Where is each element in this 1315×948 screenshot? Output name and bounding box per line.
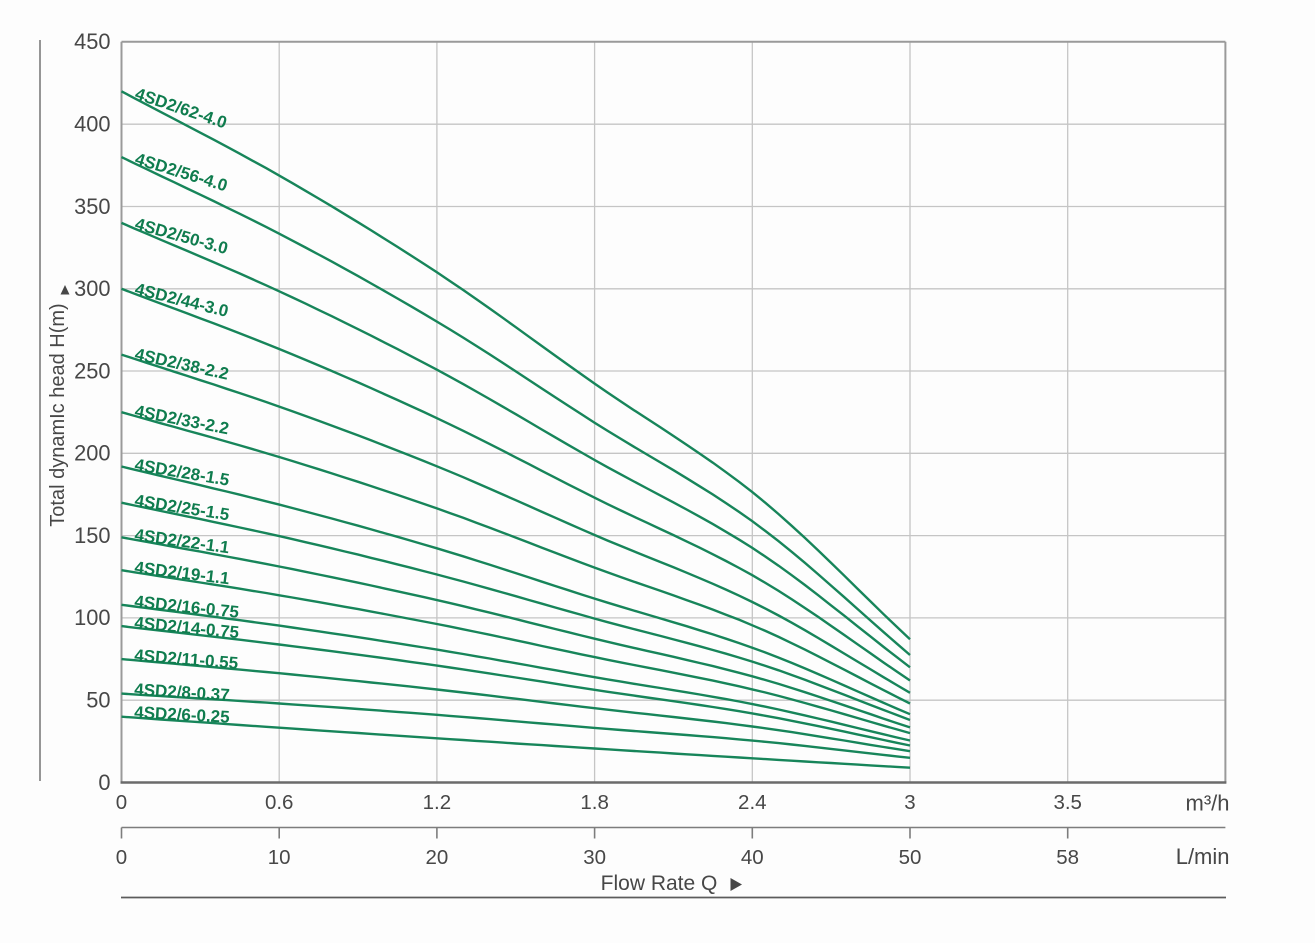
svg-text:150: 150 bbox=[74, 523, 110, 548]
svg-text:350: 350 bbox=[74, 194, 110, 219]
svg-text:58: 58 bbox=[1056, 846, 1079, 869]
svg-text:Flow Rate Q: Flow Rate Q bbox=[601, 872, 718, 895]
svg-text:400: 400 bbox=[74, 112, 110, 137]
svg-text:0.6: 0.6 bbox=[265, 791, 294, 814]
svg-text:2.4: 2.4 bbox=[738, 791, 767, 814]
svg-text:450: 450 bbox=[74, 29, 110, 54]
svg-text:100: 100 bbox=[74, 605, 110, 630]
svg-text:50: 50 bbox=[86, 688, 110, 713]
svg-text:L/min: L/min bbox=[1176, 844, 1230, 869]
svg-text:20: 20 bbox=[425, 846, 448, 869]
svg-text:300: 300 bbox=[74, 276, 110, 301]
svg-text:m³/h: m³/h bbox=[1186, 791, 1230, 816]
svg-text:1.8: 1.8 bbox=[580, 791, 609, 814]
svg-text:30: 30 bbox=[583, 846, 606, 869]
svg-text:50: 50 bbox=[899, 846, 922, 869]
svg-text:0: 0 bbox=[116, 791, 127, 814]
svg-text:Total dynamIc head H(m): Total dynamIc head H(m) bbox=[47, 303, 69, 526]
svg-text:3: 3 bbox=[904, 791, 915, 814]
svg-text:40: 40 bbox=[741, 846, 764, 869]
svg-text:200: 200 bbox=[74, 441, 110, 466]
svg-text:3.5: 3.5 bbox=[1053, 791, 1082, 814]
svg-text:1.2: 1.2 bbox=[423, 791, 452, 814]
svg-text:0: 0 bbox=[98, 770, 110, 795]
svg-text:4SD2/6-0.25: 4SD2/6-0.25 bbox=[134, 703, 230, 727]
svg-text:0: 0 bbox=[116, 846, 127, 869]
svg-text:250: 250 bbox=[74, 358, 110, 383]
svg-text:10: 10 bbox=[268, 846, 291, 869]
